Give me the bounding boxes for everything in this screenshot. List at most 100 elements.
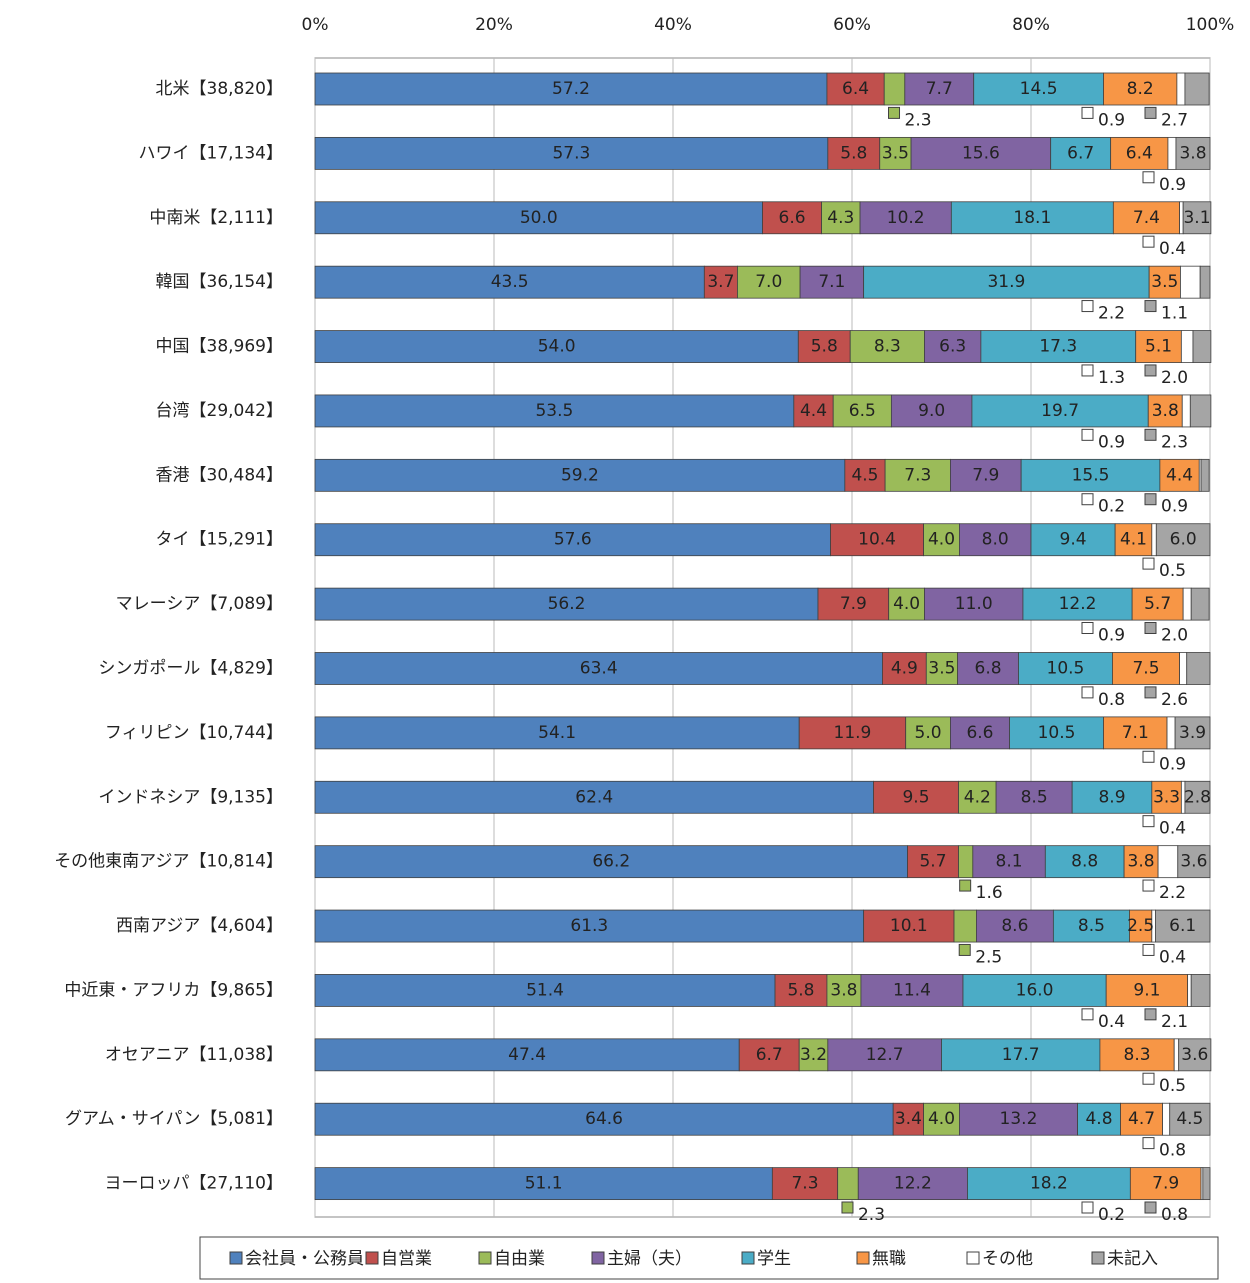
bar-segment	[1135, 330, 1182, 363]
data-label: 54.0	[538, 337, 576, 357]
bar-segment	[1105, 974, 1189, 1007]
bar-segment	[1177, 845, 1211, 879]
data-label: 3.6	[1180, 852, 1207, 872]
bar-segment	[1050, 136, 1112, 170]
data-label: 2.2	[1098, 304, 1125, 324]
data-label: 2.0	[1161, 626, 1188, 646]
legend-swatch	[1091, 1251, 1105, 1265]
x-tick-label: 80%	[1012, 15, 1050, 35]
data-label: 13.2	[1000, 1109, 1038, 1129]
data-label: 2.5	[975, 947, 1002, 967]
data-label: 9.4	[1060, 530, 1087, 550]
bar-segment	[859, 201, 952, 235]
data-label: 11.0	[955, 594, 993, 614]
legend-label: 主婦（夫）	[607, 1249, 692, 1269]
data-label: 63.4	[580, 659, 618, 679]
data-label: 6.0	[1170, 530, 1197, 550]
label-marker	[888, 106, 901, 119]
category-label: 中南米【2,111】	[149, 208, 283, 228]
label-marker	[959, 879, 972, 892]
x-tick-label: 40%	[654, 15, 692, 35]
data-label: 8.9	[1098, 787, 1125, 807]
bar-segment	[314, 1102, 894, 1136]
bar-segment	[1192, 330, 1212, 363]
legend-swatch	[741, 1251, 755, 1265]
legend-label: 会社員・公務員	[245, 1249, 364, 1269]
bar-segment	[314, 136, 829, 170]
bar-segment	[1030, 523, 1116, 557]
data-label: 51.1	[525, 1174, 563, 1194]
data-label: 2.3	[858, 1205, 885, 1225]
data-label: 5.8	[840, 143, 867, 163]
label-marker	[841, 1201, 854, 1214]
category-label: 西南アジア【4,604】	[116, 916, 283, 936]
data-label: 7.4	[1133, 208, 1160, 228]
label-marker	[1142, 171, 1155, 184]
data-label: 4.1	[1120, 530, 1147, 550]
data-label: 14.5	[1020, 79, 1058, 99]
data-label: 4.2	[964, 787, 991, 807]
bar-segment	[1157, 845, 1179, 879]
data-label: 5.7	[919, 852, 946, 872]
data-label: 5.1	[1145, 337, 1172, 357]
data-label: 0.9	[1098, 110, 1125, 130]
data-label: 7.1	[1122, 723, 1149, 743]
data-label: 4.9	[891, 659, 918, 679]
data-label: 2.5	[1127, 916, 1154, 936]
data-label: 7.0	[755, 272, 782, 292]
data-label: 2.1	[1161, 1012, 1188, 1032]
bar-segment	[863, 909, 955, 943]
category-label: 北米【38,820】	[156, 79, 283, 99]
legend-label: 自由業	[494, 1249, 545, 1269]
data-label: 10.4	[858, 530, 896, 550]
category-label: タイ【15,291】	[156, 530, 283, 550]
data-label: 54.1	[538, 723, 576, 743]
data-label: 6.1	[1169, 916, 1196, 936]
data-label: 2.3	[905, 110, 932, 130]
data-label: 5.0	[915, 723, 942, 743]
bar-segment	[314, 716, 800, 750]
category-label: その他東南アジア【10,814】	[54, 852, 283, 872]
data-label: 9.5	[902, 787, 929, 807]
bar-segment	[314, 458, 846, 492]
label-marker	[1144, 364, 1157, 377]
data-label: 8.0	[982, 530, 1009, 550]
label-marker	[1142, 815, 1155, 828]
data-label: 8.5	[1078, 916, 1105, 936]
bar-segment	[1129, 1167, 1202, 1201]
data-label: 0.9	[1161, 497, 1188, 517]
data-label: 17.7	[1002, 1045, 1040, 1065]
data-label: 57.6	[554, 530, 592, 550]
data-label: 3.8	[1152, 401, 1179, 421]
data-label: 51.4	[526, 980, 564, 1000]
data-label: 11.4	[893, 980, 931, 1000]
legend-swatch	[478, 1251, 492, 1265]
data-label: 4.0	[928, 1109, 955, 1129]
bar-segment	[1180, 330, 1194, 363]
data-label: 12.7	[866, 1045, 904, 1065]
data-label: 0.4	[1159, 947, 1186, 967]
data-label: 7.3	[791, 1174, 818, 1194]
bar-segment	[314, 845, 908, 879]
data-label: 43.5	[491, 272, 529, 292]
bar-segment	[1114, 523, 1153, 557]
bar-segment	[980, 330, 1137, 363]
data-label: 2.8	[1184, 787, 1211, 807]
category-label: ハワイ【17,134】	[139, 143, 283, 163]
data-label: 31.9	[987, 272, 1025, 292]
data-label: 7.7	[926, 79, 953, 99]
data-label: 64.6	[585, 1109, 623, 1129]
legend-label: その他	[982, 1249, 1033, 1269]
data-label: 0.2	[1098, 1205, 1125, 1225]
data-label: 4.4	[800, 401, 827, 421]
bar-segment	[1199, 265, 1211, 299]
bar-segment	[737, 265, 801, 299]
data-label: 7.3	[904, 465, 931, 485]
bar-segment	[1020, 458, 1161, 492]
bar-segment	[1189, 394, 1212, 428]
data-label: 0.4	[1159, 239, 1186, 259]
bar-segment	[1151, 780, 1182, 814]
data-label: 9.0	[918, 401, 945, 421]
bar-segment	[1131, 587, 1184, 621]
